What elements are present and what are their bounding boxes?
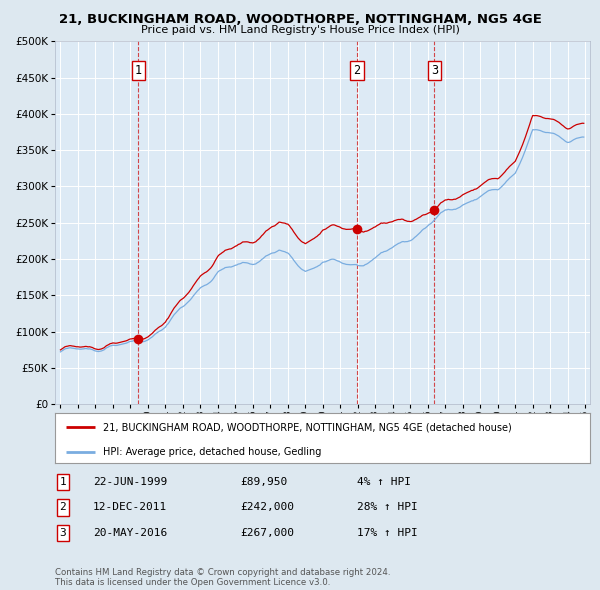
Text: £89,950: £89,950 [240, 477, 287, 487]
Text: 2: 2 [59, 503, 67, 512]
Text: 12-DEC-2011: 12-DEC-2011 [93, 503, 167, 512]
Text: 3: 3 [431, 64, 438, 77]
Text: 17% ↑ HPI: 17% ↑ HPI [357, 528, 418, 537]
Text: 4% ↑ HPI: 4% ↑ HPI [357, 477, 411, 487]
Text: Contains HM Land Registry data © Crown copyright and database right 2024.
This d: Contains HM Land Registry data © Crown c… [55, 568, 391, 587]
Text: 1: 1 [135, 64, 142, 77]
Text: 2: 2 [353, 64, 361, 77]
Text: 21, BUCKINGHAM ROAD, WOODTHORPE, NOTTINGHAM, NG5 4GE: 21, BUCKINGHAM ROAD, WOODTHORPE, NOTTING… [59, 13, 541, 26]
Text: 20-MAY-2016: 20-MAY-2016 [93, 528, 167, 537]
Text: £242,000: £242,000 [240, 503, 294, 512]
Text: 22-JUN-1999: 22-JUN-1999 [93, 477, 167, 487]
Text: 1: 1 [59, 477, 67, 487]
Text: 28% ↑ HPI: 28% ↑ HPI [357, 503, 418, 512]
Text: Price paid vs. HM Land Registry's House Price Index (HPI): Price paid vs. HM Land Registry's House … [140, 25, 460, 35]
Text: HPI: Average price, detached house, Gedling: HPI: Average price, detached house, Gedl… [103, 447, 322, 457]
Text: 21, BUCKINGHAM ROAD, WOODTHORPE, NOTTINGHAM, NG5 4GE (detached house): 21, BUCKINGHAM ROAD, WOODTHORPE, NOTTING… [103, 422, 512, 432]
Text: 3: 3 [59, 528, 67, 537]
Text: £267,000: £267,000 [240, 528, 294, 537]
